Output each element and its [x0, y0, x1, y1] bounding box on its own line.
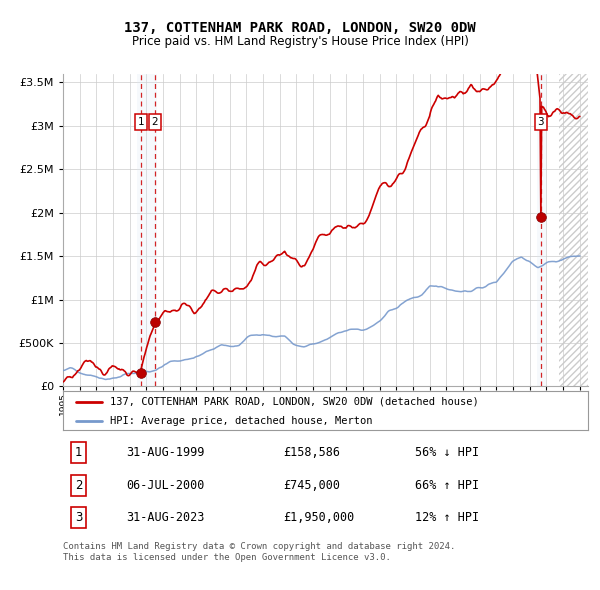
Text: 3: 3: [538, 117, 544, 127]
Text: 66% ↑ HPI: 66% ↑ HPI: [415, 478, 479, 491]
Bar: [559, 74, 588, 386]
Text: £158,586: £158,586: [284, 446, 341, 459]
Text: £745,000: £745,000: [284, 478, 341, 491]
Text: 31-AUG-1999: 31-AUG-1999: [126, 446, 205, 459]
Text: 137, COTTENHAM PARK ROAD, LONDON, SW20 0DW (detached house): 137, COTTENHAM PARK ROAD, LONDON, SW20 0…: [110, 397, 479, 407]
Text: £1,950,000: £1,950,000: [284, 511, 355, 524]
Text: Price paid vs. HM Land Registry's House Price Index (HPI): Price paid vs. HM Land Registry's House …: [131, 35, 469, 48]
Text: Contains HM Land Registry data © Crown copyright and database right 2024.
This d: Contains HM Land Registry data © Crown c…: [63, 542, 455, 562]
Text: 2: 2: [75, 478, 83, 491]
Text: 1: 1: [75, 446, 83, 459]
Text: 06-JUL-2000: 06-JUL-2000: [126, 478, 205, 491]
Text: 3: 3: [75, 511, 82, 524]
Text: HPI: Average price, detached house, Merton: HPI: Average price, detached house, Mert…: [110, 416, 373, 426]
Text: 137, COTTENHAM PARK ROAD, LONDON, SW20 0DW: 137, COTTENHAM PARK ROAD, LONDON, SW20 0…: [124, 21, 476, 35]
Text: 31-AUG-2023: 31-AUG-2023: [126, 511, 205, 524]
Text: 56% ↓ HPI: 56% ↓ HPI: [415, 446, 479, 459]
Bar: [146, 74, 157, 386]
Text: 2: 2: [151, 117, 158, 127]
Text: 1: 1: [137, 117, 144, 127]
Bar: [536, 74, 547, 386]
Bar: [559, 74, 588, 386]
Text: 12% ↑ HPI: 12% ↑ HPI: [415, 511, 479, 524]
Bar: [137, 74, 146, 386]
